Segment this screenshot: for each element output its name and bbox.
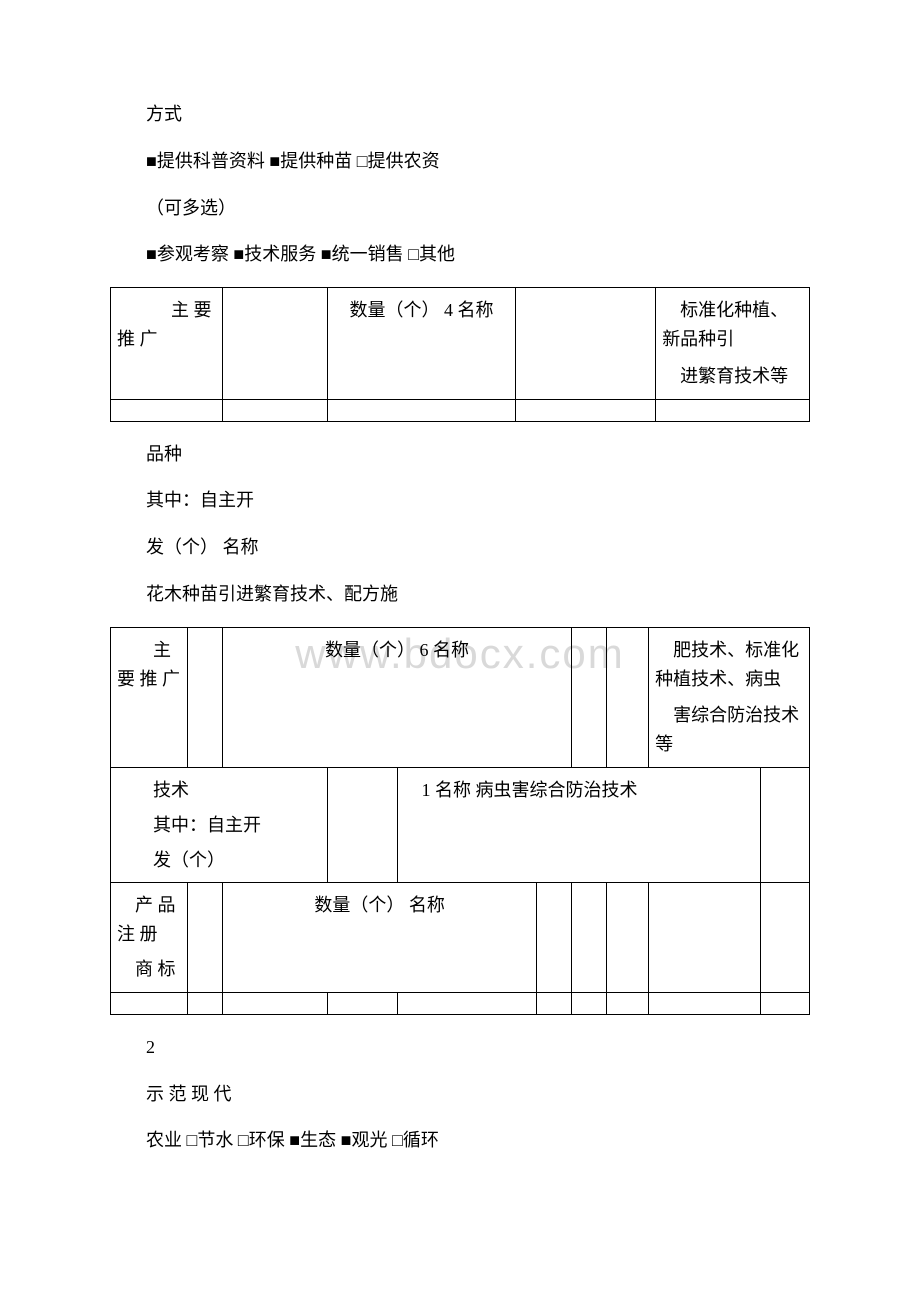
table-row: 主 要 推 广 数量（个） 4 名称 标准化种植、新品种引 进繁育技术等 [111, 288, 810, 399]
cell-empty [327, 767, 397, 882]
cell-empty [761, 992, 810, 1014]
cell-empty [649, 883, 761, 992]
cell-empty [516, 288, 656, 399]
cell-standard-planting: 标准化种植、新品种引 进繁育技术等 [656, 288, 810, 399]
cell-empty [607, 992, 649, 1014]
line-self-dev-1: 其中：自主开 [110, 486, 810, 515]
table-row: 主 要 推 广 数量（个） 6 名称 肥技术、标准化种植技术、病虫 害综合防治技… [111, 627, 810, 767]
cell-empty [187, 627, 222, 767]
cell-empty [656, 399, 810, 421]
table-promotion-1: 主 要 推 广 数量（个） 4 名称 标准化种植、新品种引 进繁育技术等 [110, 287, 810, 421]
cell-empty [572, 627, 607, 767]
cell-pest-control: 1 名称 病虫害综合防治技术 [397, 767, 760, 882]
cell-empty [572, 992, 607, 1014]
cell-empty [187, 992, 222, 1014]
cell-empty [222, 399, 327, 421]
line-flower-tech: 花木种苗引进繁育技术、配方施 [110, 580, 810, 609]
cell-empty [572, 883, 607, 992]
cell-empty [222, 288, 327, 399]
cell-empty [397, 992, 537, 1014]
table-row [111, 992, 810, 1014]
line-demo-modern: 示 范 现 代 [110, 1080, 810, 1109]
document-body: 方式 ■提供科普资料 ■提供种苗 □提供农资 （可多选） ■参观考察 ■技术服务… [110, 100, 810, 1155]
table-promotion-2: 主 要 推 广 数量（个） 6 名称 肥技术、标准化种植技术、病虫 害综合防治技… [110, 627, 810, 1015]
cell-empty [537, 992, 572, 1014]
cell-empty [327, 399, 516, 421]
table-row: 产 品 注 册 商 标 数量（个） 名称 [111, 883, 810, 992]
line-variety: 品种 [110, 440, 810, 469]
cell-empty [761, 883, 810, 992]
line-method: 方式 [110, 100, 810, 129]
cell-empty [537, 883, 572, 992]
cell-empty [222, 992, 327, 1014]
cell-empty [607, 883, 649, 992]
cell-trademark: 产 品 注 册 商 标 [111, 883, 188, 992]
cell-empty [187, 883, 222, 992]
line-agriculture-checks: 农业 □节水 □环保 ■生态 ■观光 □循环 [110, 1126, 810, 1155]
line-checkbox-2: ■参观考察 ■技术服务 ■统一销售 □其他 [110, 240, 810, 269]
cell-qty-name: 数量（个） 名称 [222, 883, 537, 992]
cell-empty [111, 399, 223, 421]
cell-tech-selfdev: 技术 其中：自主开 发（个） [111, 767, 328, 882]
cell-empty [327, 992, 397, 1014]
cell-empty [516, 399, 656, 421]
table-row: 技术 其中：自主开 发（个） 1 名称 病虫害综合防治技术 [111, 767, 810, 882]
cell-fertilizer-tech: 肥技术、标准化种植技术、病虫 害综合防治技术等 [649, 627, 810, 767]
cell-quantity-6: 数量（个） 6 名称 [222, 627, 571, 767]
line-number-2: 2 [110, 1033, 810, 1062]
cell-empty [649, 992, 761, 1014]
cell-main-promotion: 主 要 推 广 [111, 288, 223, 399]
table-row [111, 399, 810, 421]
cell-main-promotion: 主 要 推 广 [111, 627, 188, 767]
line-dev-name: 发（个） 名称 [110, 533, 810, 562]
cell-empty [607, 627, 649, 767]
cell-empty [111, 992, 188, 1014]
cell-quantity-name: 数量（个） 4 名称 [327, 288, 516, 399]
cell-empty [761, 767, 810, 882]
line-multiselect-note: （可多选） [110, 194, 810, 223]
line-checkbox-1: ■提供科普资料 ■提供种苗 □提供农资 [110, 147, 810, 176]
